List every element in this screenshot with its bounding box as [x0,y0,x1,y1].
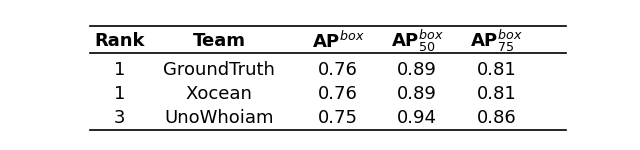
Text: 0.76: 0.76 [318,85,358,103]
Text: 0.89: 0.89 [397,61,437,79]
Text: AP$^{box}$: AP$^{box}$ [312,30,364,52]
Text: Team: Team [193,32,245,50]
Text: AP$^{box}_{75}$: AP$^{box}_{75}$ [470,28,523,54]
Text: 0.75: 0.75 [318,110,358,128]
Text: 0.94: 0.94 [397,110,437,128]
Text: 0.89: 0.89 [397,85,437,103]
Text: Xocean: Xocean [186,85,252,103]
Text: AP$^{box}_{50}$: AP$^{box}_{50}$ [391,28,444,54]
Text: 0.81: 0.81 [477,61,516,79]
Text: GroundTruth: GroundTruth [163,61,275,79]
Text: 0.86: 0.86 [477,110,516,128]
Text: 0.81: 0.81 [477,85,516,103]
Text: 1: 1 [114,85,125,103]
Text: 3: 3 [114,110,125,128]
Text: Rank: Rank [95,32,145,50]
Text: 0.76: 0.76 [318,61,358,79]
Text: UnoWhoiam: UnoWhoiam [164,110,274,128]
Text: 1: 1 [114,61,125,79]
